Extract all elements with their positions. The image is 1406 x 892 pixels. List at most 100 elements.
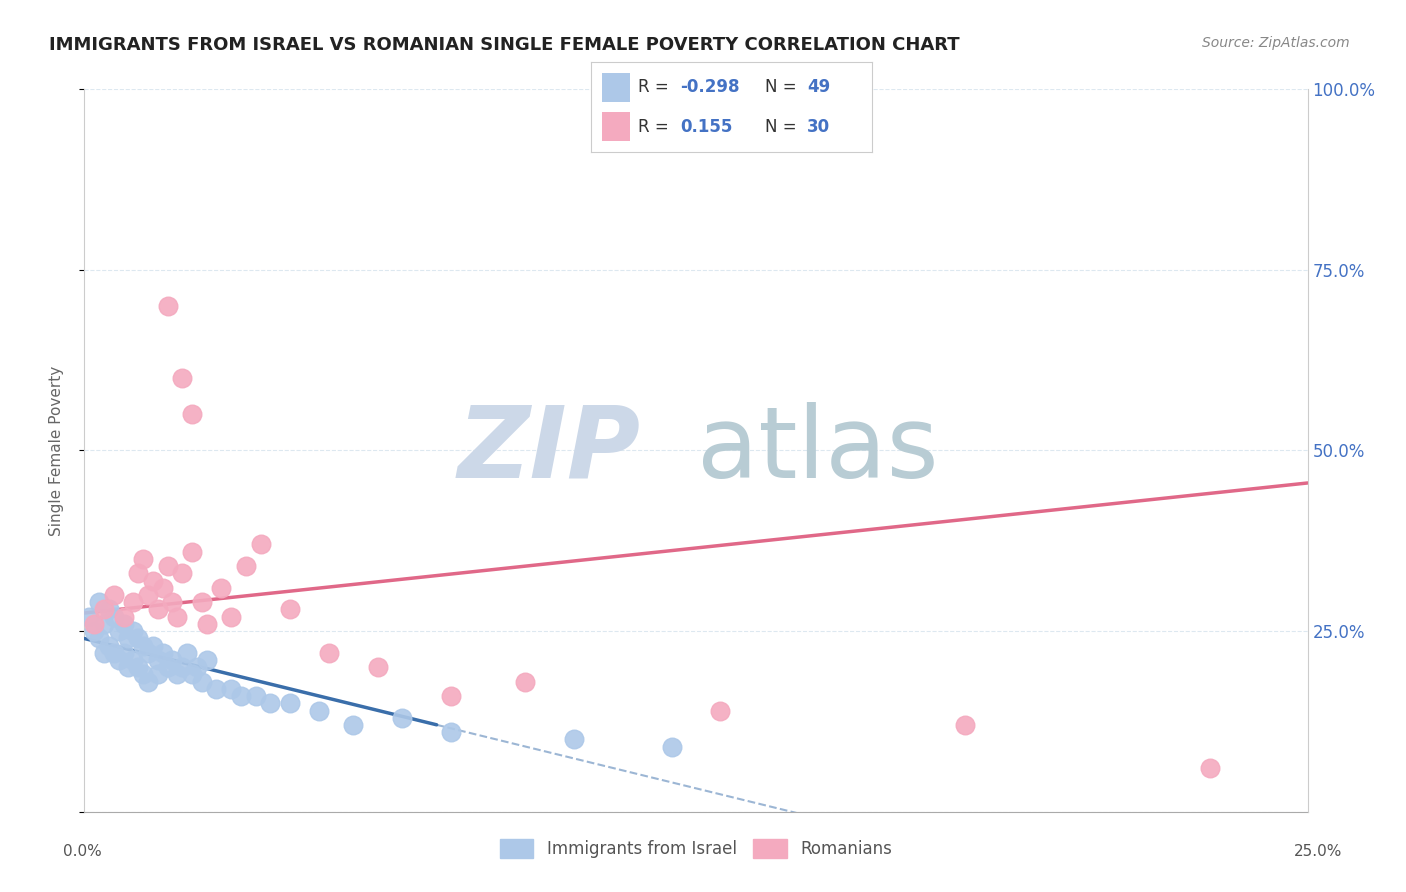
Point <box>209 581 232 595</box>
Point <box>186 660 208 674</box>
Point <box>127 566 149 581</box>
Point <box>97 639 120 653</box>
Point <box>83 624 105 639</box>
Point <box>205 681 228 696</box>
Point <box>122 595 145 609</box>
Point <box>235 559 257 574</box>
Point <box>162 595 184 609</box>
Point <box>245 689 267 703</box>
Point <box>156 559 179 574</box>
Point <box>181 407 204 421</box>
Point <box>172 371 194 385</box>
Point <box>103 588 125 602</box>
Point <box>93 646 115 660</box>
Point <box>342 718 364 732</box>
Point <box>308 704 330 718</box>
Point <box>191 595 214 609</box>
Point <box>136 674 159 689</box>
Point <box>103 609 125 624</box>
Point <box>562 732 585 747</box>
Text: N =: N = <box>765 118 801 136</box>
Point <box>278 696 301 710</box>
Point <box>93 602 115 616</box>
Text: IMMIGRANTS FROM ISRAEL VS ROMANIAN SINGLE FEMALE POVERTY CORRELATION CHART: IMMIGRANTS FROM ISRAEL VS ROMANIAN SINGL… <box>49 36 960 54</box>
Point <box>132 639 155 653</box>
Text: -0.298: -0.298 <box>681 78 740 96</box>
Point <box>152 581 174 595</box>
Point <box>136 646 159 660</box>
Point <box>367 660 389 674</box>
Point <box>112 609 135 624</box>
Text: R =: R = <box>638 78 675 96</box>
Point <box>146 602 169 616</box>
Point <box>156 299 179 313</box>
Text: R =: R = <box>638 118 675 136</box>
Point <box>259 696 281 710</box>
Point <box>127 660 149 674</box>
Legend: Immigrants from Israel, Romanians: Immigrants from Israel, Romanians <box>494 832 898 865</box>
Point <box>219 681 242 696</box>
Point <box>156 660 179 674</box>
Point <box>77 609 100 624</box>
Point <box>229 689 252 703</box>
Point <box>152 646 174 660</box>
Point <box>87 632 110 646</box>
Text: 0.0%: 0.0% <box>63 845 103 859</box>
Point <box>132 551 155 566</box>
Point <box>513 674 536 689</box>
Point <box>278 602 301 616</box>
Text: 30: 30 <box>807 118 830 136</box>
Point <box>440 689 463 703</box>
Point <box>172 660 194 674</box>
FancyBboxPatch shape <box>602 112 630 141</box>
Point <box>103 646 125 660</box>
Text: 25.0%: 25.0% <box>1295 845 1343 859</box>
Text: Source: ZipAtlas.com: Source: ZipAtlas.com <box>1202 36 1350 50</box>
FancyBboxPatch shape <box>602 73 630 102</box>
Point <box>117 660 139 674</box>
Point <box>136 588 159 602</box>
Point <box>87 595 110 609</box>
Point <box>1198 761 1220 775</box>
Point <box>166 609 188 624</box>
Text: ZIP: ZIP <box>458 402 641 499</box>
Point <box>127 632 149 646</box>
Point <box>162 653 184 667</box>
Point <box>146 667 169 681</box>
Point <box>440 725 463 739</box>
Point <box>112 616 135 631</box>
Point <box>122 653 145 667</box>
Point <box>181 544 204 558</box>
Text: atlas: atlas <box>697 402 939 499</box>
Point <box>172 566 194 581</box>
Text: N =: N = <box>765 78 801 96</box>
Point <box>176 646 198 660</box>
Text: 0.155: 0.155 <box>681 118 733 136</box>
Point <box>219 609 242 624</box>
Point <box>107 653 129 667</box>
Point <box>953 718 976 732</box>
Point <box>93 616 115 631</box>
Point <box>132 667 155 681</box>
Point <box>83 616 105 631</box>
Y-axis label: Single Female Poverty: Single Female Poverty <box>49 366 63 535</box>
Point <box>166 667 188 681</box>
Point <box>661 739 683 754</box>
Point <box>318 646 340 660</box>
Point <box>249 537 271 551</box>
Point <box>195 616 218 631</box>
Point <box>191 674 214 689</box>
Point <box>195 653 218 667</box>
Point <box>709 704 731 718</box>
Point <box>142 639 165 653</box>
Point <box>107 624 129 639</box>
Point <box>97 602 120 616</box>
Point <box>181 667 204 681</box>
Point <box>112 646 135 660</box>
Point <box>142 574 165 588</box>
Point <box>117 632 139 646</box>
Point <box>122 624 145 639</box>
Point <box>146 653 169 667</box>
Text: 49: 49 <box>807 78 831 96</box>
Point <box>391 711 413 725</box>
